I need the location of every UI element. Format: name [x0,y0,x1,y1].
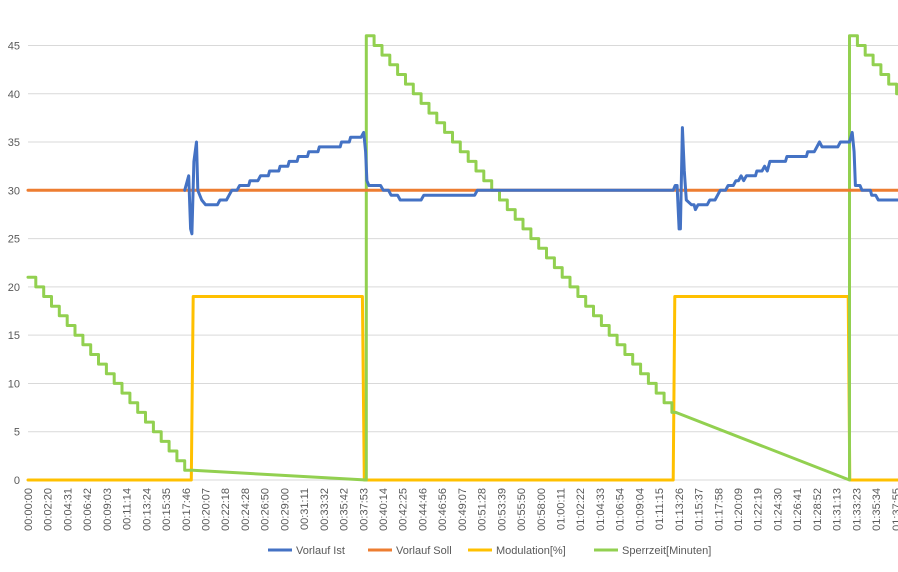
y-tick-label: 15 [8,330,20,342]
x-tick-label: 00:00:00 [23,488,35,531]
legend-label: Modulation[%] [496,545,566,557]
x-tick-label: 00:22:18 [220,488,232,531]
x-tick-label: 01:09:04 [634,488,646,531]
x-tick-label: 00:51:28 [477,488,489,531]
x-tick-label: 00:24:28 [240,488,252,531]
y-tick-label: 20 [8,282,20,294]
series-line-vorlauf-ist [183,126,898,236]
legend-label: Vorlauf Soll [396,545,452,557]
x-tick-label: 01:00:11 [556,488,568,530]
x-tick-label: 00:13:24 [141,488,153,531]
x-tick-label: 00:17:46 [181,488,193,531]
x-tick-label: 01:02:22 [575,488,587,531]
y-tick-label: 5 [14,427,20,439]
x-tick-label: 00:26:50 [260,488,272,531]
x-tick-label: 00:55:50 [516,488,528,531]
series-layer [26,34,898,482]
y-tick-label: 35 [8,137,20,149]
series-line-sperrzeit-minuten [26,34,898,482]
x-tick-label: 01:37:55 [891,488,898,531]
y-tick-label: 30 [8,185,20,197]
x-tick-label: 00:31:11 [299,488,311,530]
x-tick-label: 00:09:03 [102,488,114,531]
x-axis-ticks: 00:00:00 00:02:20 00:04:31 00:06:42 00:09:03… [23,488,898,531]
x-tick-label: 00:37:53 [358,488,370,531]
y-tick-label: 45 [8,40,20,52]
x-tick-label: 00:11:14 [122,488,134,530]
x-tick-label: 00:04:31 [62,488,74,531]
x-tick-label: 01:13:26 [674,488,686,531]
x-tick-label: 00:29:00 [279,488,291,531]
legend-label: Vorlauf Ist [296,545,345,557]
x-tick-label: 00:40:14 [378,488,390,531]
y-axis-ticks: 0 5 10 15 20 25 30 35 40 45 [8,40,20,487]
legend: Vorlauf Ist Vorlauf Soll Modulation[%] Sper… [268,545,711,557]
x-tick-label: 01:20:09 [733,488,745,531]
x-tick-label: 01:11:15 [654,488,666,530]
x-tick-label: 01:33:23 [851,488,863,531]
x-tick-label: 01:24:30 [772,488,784,531]
x-tick-label: 01:15:37 [694,488,706,531]
x-tick-label: 00:20:07 [201,488,213,531]
y-tick-label: 25 [8,234,20,246]
x-tick-label: 00:33:32 [319,488,331,531]
x-tick-label: 00:35:42 [339,488,351,531]
x-tick-label: 00:42:25 [398,488,410,531]
x-tick-label: 01:26:41 [792,488,804,531]
x-tick-label: 01:17:58 [713,488,725,531]
y-tick-label: 10 [8,378,20,390]
x-tick-label: 01:22:19 [753,488,765,531]
x-tick-label: 01:35:34 [871,488,883,531]
x-tick-label: 00:06:42 [82,488,94,531]
x-tick-label: 00:44:46 [417,488,429,531]
y-tick-label: 0 [14,475,20,487]
x-tick-label: 00:58:00 [536,488,548,531]
x-tick-label: 00:49:07 [457,488,469,531]
x-tick-label: 00:15:35 [161,488,173,531]
x-tick-label: 01:31:13 [832,488,844,531]
legend-label: Sperrzeit[Minuten] [622,545,711,557]
y-tick-label: 40 [8,89,20,101]
x-tick-label: 00:46:56 [437,488,449,531]
x-tick-label: 00:02:20 [43,488,55,531]
x-tick-label: 01:04:33 [595,488,607,531]
x-tick-label: 01:28:52 [812,488,824,531]
x-tick-label: 01:06:54 [615,488,627,531]
x-tick-label: 00:53:39 [496,488,508,531]
